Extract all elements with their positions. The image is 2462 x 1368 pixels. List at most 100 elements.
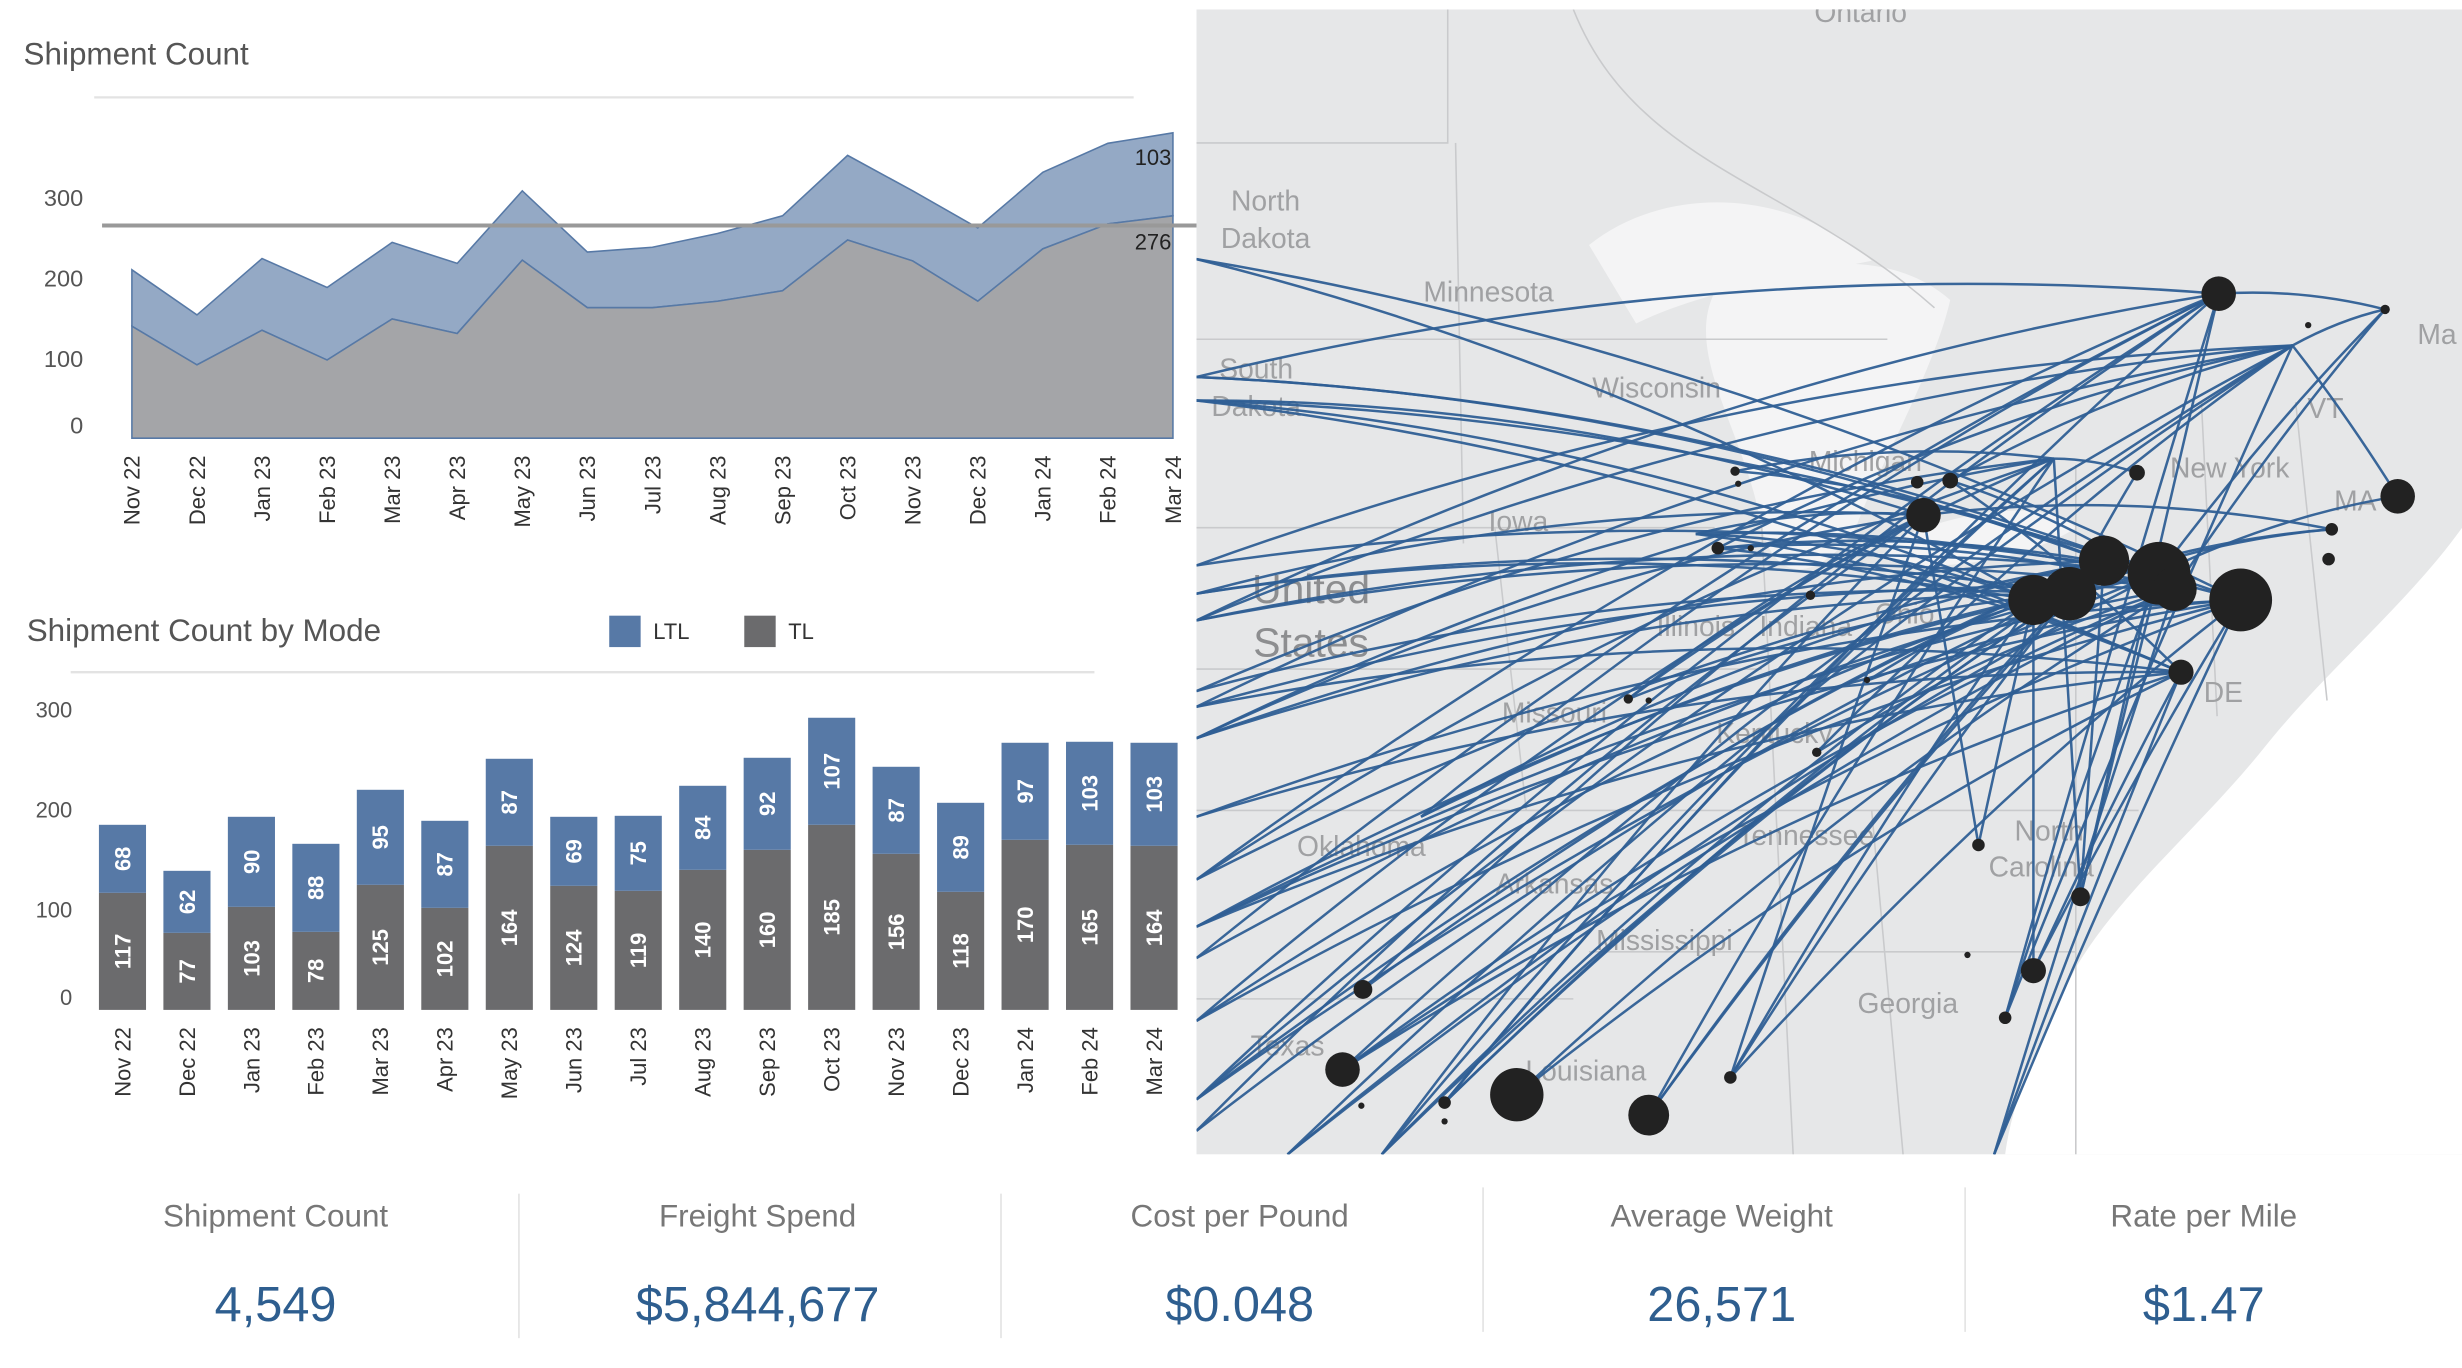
bar-segment-ltl — [1130, 742, 1178, 846]
bar-segment-tl — [292, 931, 340, 1010]
bar-segment-ltl — [550, 816, 598, 886]
bar-segment-tl — [1001, 839, 1049, 1010]
bar-value-label: 87 — [433, 852, 458, 876]
shipment-lane — [1341, 587, 2176, 1071]
shipment-lane — [2032, 671, 2183, 972]
legend-item-ltl[interactable]: LTL — [609, 615, 689, 648]
bar-segment-tl — [163, 932, 211, 1010]
bar-value-label: 75 — [626, 841, 651, 865]
bar-segment-ltl — [292, 843, 340, 932]
location-dot — [1711, 541, 1725, 555]
shipment-lane — [1949, 344, 2293, 482]
x-tick-label: Feb 24 — [1096, 455, 1121, 523]
shipment-lane — [1362, 292, 2220, 991]
bar-value-label: 102 — [433, 941, 458, 978]
kpi-average-weight: Average Weight 26,571 — [1481, 1181, 1963, 1354]
bar-segment-tl — [1066, 844, 1114, 1010]
map-label: Georgia — [1858, 987, 1959, 1019]
location-dot — [1490, 1068, 1544, 1122]
bar-value-label: 117 — [110, 934, 135, 969]
shipment-lane — [1196, 457, 2055, 740]
bar-segment-ltl — [872, 766, 920, 854]
shipment-lane — [1992, 588, 2176, 1155]
bar-value-label: 103 — [1077, 775, 1102, 812]
shipment-lane — [1380, 598, 2035, 1155]
location-dot — [2380, 304, 2390, 315]
x-tick-label: Jan 23 — [250, 455, 275, 521]
bar-segment-ltl — [356, 789, 404, 885]
shipment-lane — [1341, 671, 2182, 1071]
shipment-lane — [1627, 514, 1925, 700]
kpi-value: $5,844,677 — [635, 1276, 880, 1332]
bar-value-label: 156 — [884, 914, 909, 951]
shipment-lane — [1196, 572, 2160, 1101]
y-tick-label: 100 — [36, 898, 73, 923]
bar-value-label: 118 — [948, 933, 973, 968]
shipment-lane — [1627, 457, 2055, 700]
bar-segment-ltl — [421, 820, 469, 908]
shipment-lane — [1515, 587, 2176, 1096]
bar-segment-ltl — [485, 758, 533, 846]
bar-value-label: 165 — [1077, 909, 1102, 946]
shipment-lanes-map[interactable]: OntarioNorthDakotaMinnesotaSouthDakotaWi… — [1196, 9, 2462, 1155]
location-dot — [1730, 466, 1740, 476]
shipment-lane — [1196, 292, 2220, 1101]
x-tick-label: Feb 24 — [1077, 1027, 1102, 1095]
map-label: North — [2015, 814, 2084, 846]
map-label: States — [1253, 620, 1369, 666]
state-border — [1760, 527, 1794, 1155]
map-label: Dakota — [1221, 222, 1311, 254]
shipment-lane — [1420, 292, 2220, 818]
location-dot — [1325, 1052, 1360, 1087]
map-label: Ontario — [1814, 9, 1907, 28]
bar-value-label: 170 — [1013, 907, 1038, 944]
bar-value-label: 164 — [1142, 909, 1167, 946]
bar-segment-tl — [421, 907, 469, 1010]
shipment-lane — [1196, 598, 2034, 1022]
shipment-lane — [1816, 587, 2176, 754]
shipment-lane — [1196, 670, 2182, 928]
state-border — [1572, 9, 1936, 309]
bar-value-label: 97 — [1013, 779, 1038, 803]
location-dot — [2380, 479, 2415, 514]
shipment-lane — [1992, 671, 2183, 1155]
kpi-divider — [518, 1193, 520, 1339]
map-label: Ma — [2417, 318, 2457, 350]
shipment-lane — [1196, 344, 2293, 567]
bar-value-label: 90 — [239, 850, 264, 874]
location-dot — [2322, 552, 2335, 566]
location-dot — [2201, 276, 2236, 311]
bar-segment-ltl — [98, 824, 147, 893]
shipment-lane — [1196, 292, 2219, 622]
bar-segment-tl — [1130, 845, 1178, 1010]
location-dot — [1358, 1102, 1365, 1109]
location-dot — [1863, 676, 1871, 684]
bar-value-label: 87 — [497, 790, 522, 814]
shipment-lane — [1717, 344, 2293, 550]
location-dot — [1735, 480, 1742, 487]
shipment-lane — [1362, 559, 2105, 991]
bar-segment-tl — [937, 891, 985, 1010]
location-dot — [1805, 590, 1816, 600]
location-dot — [1623, 694, 1634, 704]
shipment-lane — [1695, 532, 2182, 674]
shipment-lane — [1341, 344, 2294, 1071]
kpi-value: 4,549 — [214, 1276, 337, 1332]
shipment-lane — [1729, 514, 1925, 1078]
location-dot — [2042, 566, 2097, 621]
x-tick-label: Nov 22 — [110, 1027, 135, 1097]
location-dot — [1724, 1071, 1737, 1084]
shipment-count-by-mode-bar-chart: 0 100 200 300 117 68 Nov 22 77 62 Dec 22 103 90 Jan … — [36, 671, 1178, 1099]
x-tick-label: Dec 22 — [185, 455, 210, 525]
bar-segment-ltl — [808, 717, 856, 825]
x-tick-label: May 23 — [510, 455, 535, 527]
bar-segment-tl — [614, 890, 662, 1010]
legend-item-tl[interactable]: TL — [744, 615, 814, 648]
bar-value-label: 164 — [497, 909, 522, 946]
shipment-lane — [1729, 592, 2071, 1079]
ltl-swatch — [609, 615, 641, 648]
location-dot — [1441, 1118, 1448, 1125]
x-tick-label: Jun 23 — [575, 455, 600, 521]
bar-segment-ltl — [937, 802, 985, 892]
